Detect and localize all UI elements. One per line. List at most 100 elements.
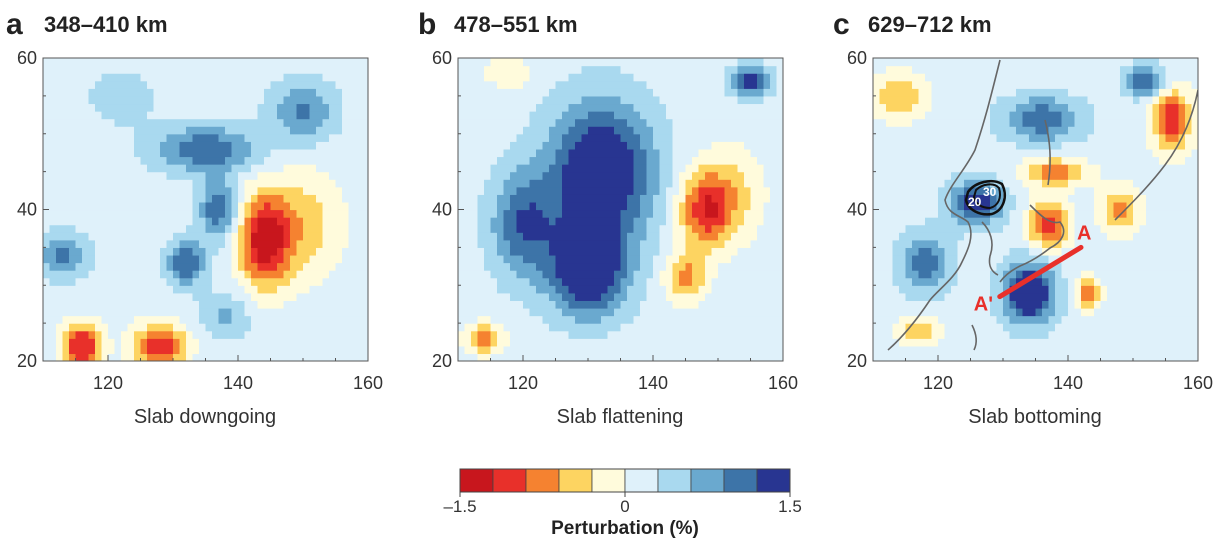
heatmap-cell <box>257 292 265 301</box>
heatmap-cell <box>510 58 518 67</box>
heatmap-cell <box>957 285 965 294</box>
heatmap-cell <box>108 300 116 309</box>
heatmap-cell <box>218 88 226 97</box>
heatmap-cell <box>101 262 109 271</box>
heatmap-cell <box>316 58 324 67</box>
heatmap-cell <box>166 194 174 203</box>
heatmap-cell <box>218 277 226 286</box>
heatmap-cell <box>542 232 550 241</box>
heatmap-cell <box>640 300 648 309</box>
heatmap-cell <box>355 307 363 317</box>
heatmap-cell <box>173 224 181 233</box>
heatmap-cell <box>536 353 544 361</box>
heatmap-cell <box>633 307 641 317</box>
heatmap-cell <box>627 171 635 180</box>
heatmap-cell <box>944 270 952 279</box>
heatmap-cell <box>627 164 635 173</box>
heatmap-cell <box>886 201 894 211</box>
heatmap-cell <box>114 285 122 294</box>
heatmap-cell <box>744 330 752 339</box>
heatmap-cell <box>108 88 116 97</box>
heatmap-cell <box>983 80 991 89</box>
heatmap-cell <box>744 209 752 218</box>
heatmap-cell <box>238 239 246 248</box>
heatmap-cell <box>108 217 116 226</box>
heatmap-cell <box>348 323 356 332</box>
heatmap-cell <box>82 262 90 271</box>
heatmap-cell <box>601 148 609 158</box>
heatmap-cell <box>886 80 894 89</box>
heatmap-cell <box>763 338 771 347</box>
heatmap-cell <box>225 262 233 271</box>
heatmap-cell <box>757 164 765 173</box>
heatmap-cell <box>186 148 194 158</box>
heatmap-cell <box>879 323 887 332</box>
heatmap-cell <box>147 239 155 248</box>
heatmap-cell <box>770 88 778 97</box>
heatmap-cell <box>938 338 946 347</box>
heatmap-cell <box>192 103 200 112</box>
heatmap-cell <box>348 164 356 173</box>
heatmap-cell <box>977 80 985 89</box>
heatmap-cell <box>951 232 959 241</box>
heatmap-cell <box>731 156 739 165</box>
heatmap-cell <box>147 254 155 264</box>
heatmap-cell <box>666 345 674 355</box>
heatmap-cell <box>672 126 680 135</box>
heatmap-cell <box>270 88 278 97</box>
heatmap-cell <box>957 133 965 142</box>
heatmap-cell <box>996 201 1004 211</box>
heatmap-cell <box>108 338 116 347</box>
heatmap-cell <box>640 58 648 67</box>
heatmap-cell <box>309 345 317 355</box>
heatmap-cell <box>516 247 524 256</box>
heatmap-cell <box>627 285 635 294</box>
heatmap-cell <box>108 232 116 241</box>
heatmap-cell <box>283 254 291 264</box>
heatmap-cell <box>56 239 64 248</box>
heatmap-cell <box>322 80 330 89</box>
heatmap-cell <box>685 156 693 165</box>
heatmap-cell <box>516 65 524 74</box>
heatmap-cell <box>127 224 135 233</box>
heatmap-cell <box>186 179 194 188</box>
heatmap-cell <box>75 285 83 294</box>
heatmap-cell <box>705 141 713 150</box>
heatmap-cell <box>905 239 913 248</box>
heatmap-cell <box>640 126 648 135</box>
heatmap-cell <box>140 186 148 195</box>
heatmap-cell <box>886 141 894 150</box>
heatmap-cell <box>1016 156 1024 165</box>
heatmap-cell <box>290 232 298 241</box>
heatmap-cell <box>588 171 596 180</box>
heatmap-cell <box>205 307 213 317</box>
heatmap-cell <box>879 300 887 309</box>
heatmap-cell <box>497 179 505 188</box>
heatmap-cell <box>244 224 252 233</box>
heatmap-cell <box>757 292 765 301</box>
heatmap-cell <box>685 141 693 150</box>
heatmap-cell <box>75 239 83 248</box>
heatmap-cell <box>322 345 330 355</box>
heatmap-cell <box>679 111 687 120</box>
heatmap-cell <box>575 156 583 165</box>
heatmap-cell <box>957 141 965 150</box>
heatmap-cell <box>49 179 57 188</box>
heatmap-cell <box>134 133 142 142</box>
heatmap-cell <box>944 65 952 74</box>
heatmap-cell <box>529 209 537 218</box>
heatmap-cell <box>251 300 259 309</box>
heatmap-cell <box>744 164 752 173</box>
heatmap-cell <box>931 65 939 74</box>
heatmap-cell <box>88 186 96 195</box>
heatmap-cell <box>659 277 667 286</box>
heatmap-cell <box>218 254 226 264</box>
heatmap-cell <box>607 315 615 324</box>
heatmap-cell <box>614 164 622 173</box>
heatmap-cell <box>257 338 265 347</box>
heatmap-cell <box>283 292 291 301</box>
heatmap-cell <box>114 254 122 264</box>
heatmap-cell <box>238 277 246 286</box>
heatmap-cell <box>477 262 485 271</box>
heatmap-cell <box>277 148 285 158</box>
